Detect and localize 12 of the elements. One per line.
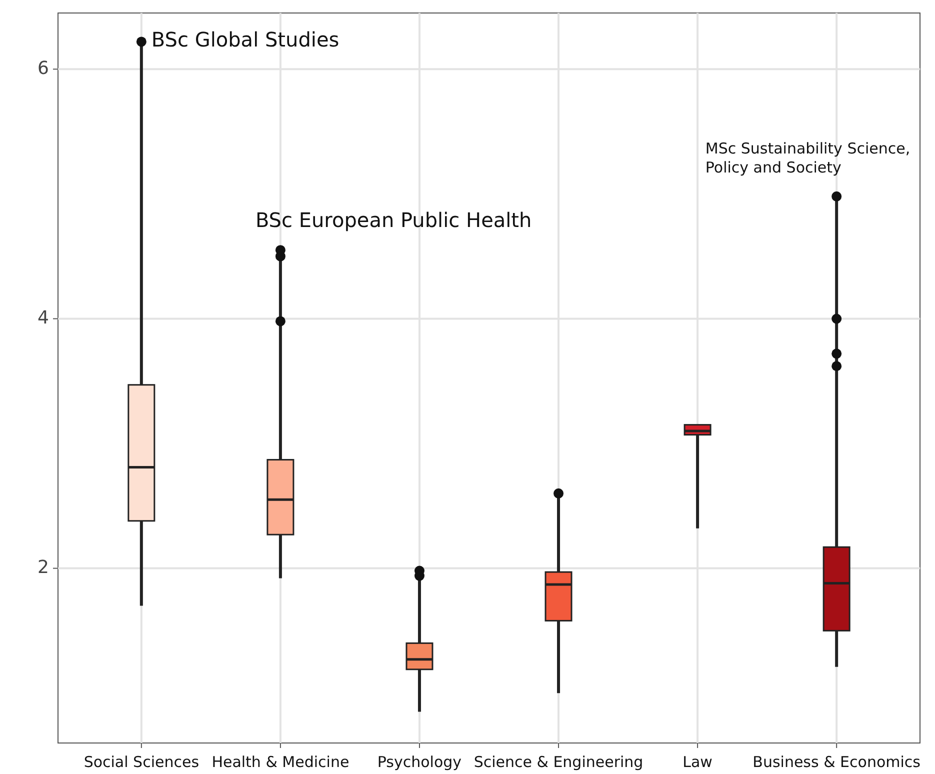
x-tick-label: Social Sciences [84, 753, 200, 771]
x-tick-label: Psychology [377, 753, 462, 771]
x-tick-label: Business & Economics [752, 753, 921, 771]
annotation: BSc European Public Health [255, 208, 532, 233]
annotation: MSc Sustainability Science, Policy and Society [705, 140, 910, 177]
y-tick-label: 2 [38, 557, 49, 578]
x-tick-label: Law [682, 753, 712, 771]
x-tick-label: Science & Engineering [474, 753, 644, 771]
y-tick-label: 4 [38, 308, 49, 329]
x-tick-label: Health & Medicine [212, 753, 350, 771]
annotation: BSc Global Studies [151, 28, 340, 52]
y-tick-label: 6 [38, 58, 49, 80]
